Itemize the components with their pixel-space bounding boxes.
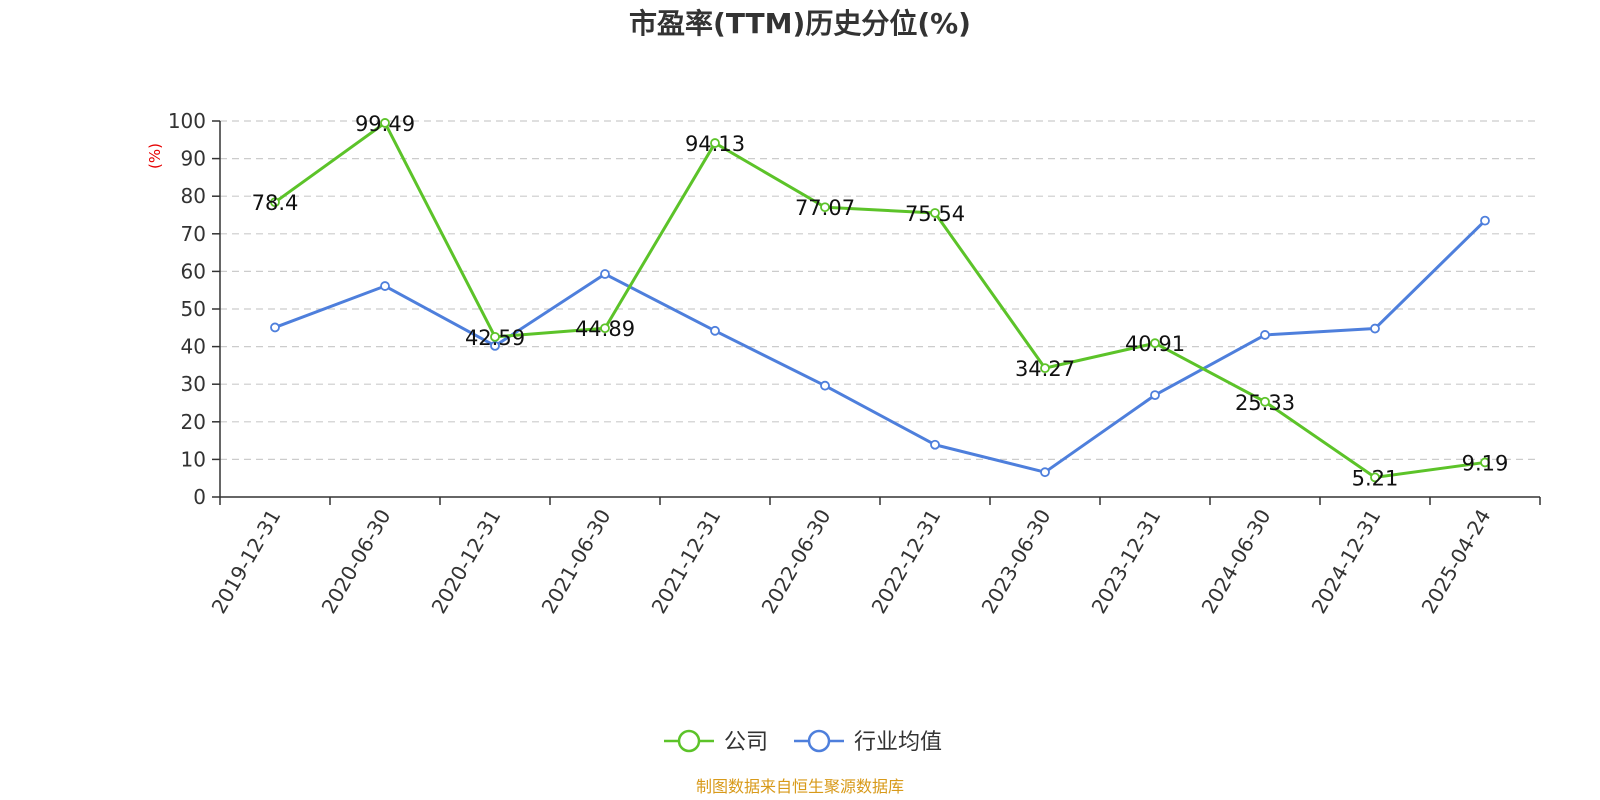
y-tick-label: 20 xyxy=(181,410,206,434)
data-point[interactable] xyxy=(270,197,280,208)
data-point[interactable] xyxy=(1150,338,1160,349)
data-label: 99.49 xyxy=(355,112,415,136)
data-point[interactable] xyxy=(1040,467,1050,478)
y-tick-label: 80 xyxy=(181,184,206,208)
data-point[interactable] xyxy=(1370,472,1380,483)
x-tick-label: 2024-12-31 xyxy=(1306,505,1385,618)
y-tick-label: 30 xyxy=(181,372,206,396)
x-tick-label: 2021-06-30 xyxy=(536,505,615,618)
data-label: 40.91 xyxy=(1125,332,1185,356)
legend-label[interactable]: 行业均值 xyxy=(854,730,942,755)
data-point[interactable] xyxy=(820,380,830,391)
legend-marker-icon[interactable] xyxy=(807,729,831,753)
axes xyxy=(212,120,1541,505)
data-point[interactable] xyxy=(1370,323,1380,334)
legend[interactable]: 公司 行业均值 xyxy=(664,729,942,755)
legend-marker-icon[interactable] xyxy=(677,729,701,753)
data-point[interactable] xyxy=(1480,215,1490,226)
data-label: 42.59 xyxy=(465,326,525,350)
source-note: 制图数据来自恒生聚源数据库 xyxy=(696,777,904,796)
data-label: 78.4 xyxy=(252,191,299,215)
data-point[interactable] xyxy=(490,331,500,342)
data-label: 5.21 xyxy=(1352,466,1399,490)
data-point[interactable] xyxy=(1480,457,1490,468)
y-tick-label: 10 xyxy=(181,447,206,471)
data-point[interactable] xyxy=(380,281,390,291)
data-labels: 78.4 99.49 42.59 44.89 94.13 77.07 75.54 34.27 4… xyxy=(252,112,1509,490)
data-label: 75.54 xyxy=(905,202,965,226)
x-tick-label: 2020-06-30 xyxy=(316,505,395,618)
chart-title: 市盈率(TTM)历史分位(%) xyxy=(629,7,971,40)
x-tick-label: 2024-06-30 xyxy=(1196,505,1275,618)
y-tick-label: 40 xyxy=(181,335,206,359)
y-axis-unit-label: (%) xyxy=(146,143,164,169)
x-tick-label: 2022-06-30 xyxy=(756,505,835,618)
y-tick-label: 0 xyxy=(193,485,206,509)
x-tick-label: 2019-12-31 xyxy=(206,505,285,618)
data-point[interactable] xyxy=(930,439,940,450)
data-label: 44.89 xyxy=(575,317,635,341)
x-tick-label: 2020-12-31 xyxy=(426,505,505,618)
x-axis-ticks: 2019-12-31 2020-06-30 2020-12-31 2021-06-30… xyxy=(206,505,1495,618)
data-label: 77.07 xyxy=(795,196,855,220)
data-label: 9.19 xyxy=(1462,451,1509,475)
data-point[interactable] xyxy=(380,118,390,128)
legend-label[interactable]: 公司 xyxy=(724,730,768,755)
y-tick-label: 90 xyxy=(181,147,206,171)
data-point[interactable] xyxy=(710,325,720,336)
x-tick-label: 2023-06-30 xyxy=(976,505,1055,618)
data-label: 25.33 xyxy=(1235,391,1295,415)
x-tick-label: 2022-12-31 xyxy=(866,505,945,618)
data-point[interactable] xyxy=(930,208,940,218)
y-axis-ticks: 0 10 20 30 40 50 60 70 80 90 100 xyxy=(168,109,206,509)
data-point[interactable] xyxy=(270,322,280,333)
data-point[interactable] xyxy=(710,138,720,148)
data-point[interactable] xyxy=(490,340,500,351)
y-tick-label: 50 xyxy=(181,297,206,321)
series-layer xyxy=(270,118,1490,483)
series-line-industry-average xyxy=(274,219,1487,474)
x-tick-label: 2025-04-24 xyxy=(1416,505,1495,618)
y-tick-label: 100 xyxy=(168,109,206,133)
x-tick-label: 2023-12-31 xyxy=(1086,505,1165,618)
gridlines xyxy=(220,120,1540,460)
data-point[interactable] xyxy=(820,202,830,213)
data-point[interactable] xyxy=(1260,330,1270,340)
data-point[interactable] xyxy=(1040,363,1050,374)
data-label: 94.13 xyxy=(685,132,745,156)
data-point[interactable] xyxy=(600,269,610,279)
series-line-company xyxy=(274,121,1486,479)
y-tick-label: 70 xyxy=(181,222,206,246)
data-point[interactable] xyxy=(600,323,610,334)
data-point[interactable] xyxy=(1260,396,1270,407)
data-point[interactable] xyxy=(1150,390,1160,401)
data-label: 34.27 xyxy=(1015,357,1075,381)
y-tick-label: 60 xyxy=(181,259,206,283)
x-tick-label: 2021-12-31 xyxy=(646,505,725,618)
